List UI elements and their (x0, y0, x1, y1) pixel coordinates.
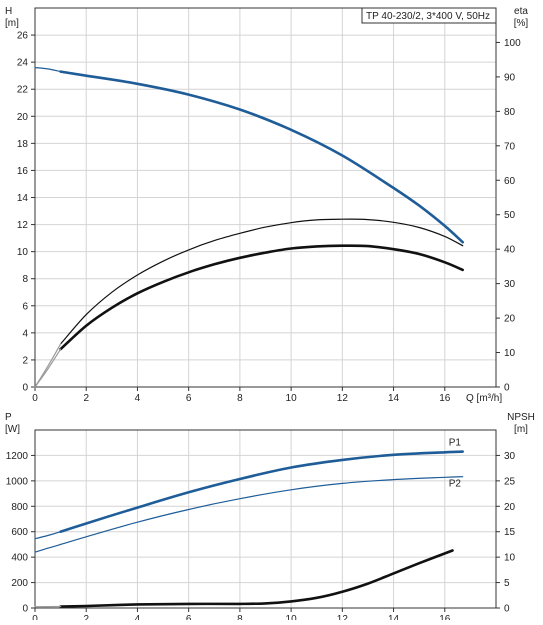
chart-panel-power-npsh: 0 200 400 600 800 1000 1200 0 5 10 15 20 25 30 0 2 4 6 8 10… (5, 412, 535, 620)
y-right-tick-label: 70 (504, 141, 516, 152)
y-left-tick-label: 600 (11, 527, 28, 538)
y-right-tick-label: 80 (504, 107, 516, 118)
y-right-tick-label: 30 (504, 279, 516, 290)
y-left-title: H (5, 6, 12, 17)
y-left-tick-label: 0 (22, 604, 28, 615)
x-tick-label: 14 (388, 393, 400, 404)
series-line-head-efficiency-5 (35, 349, 61, 387)
series-line-head-efficiency-3 (61, 246, 463, 349)
x-tick-label: 6 (186, 614, 192, 620)
series-line-power-npsh-2 (35, 532, 61, 539)
x-tick-label: 14 (388, 614, 400, 620)
y-right-tick-label: 10 (504, 348, 516, 359)
y-right-tick-label: 50 (504, 210, 516, 221)
y-left-tick-label: 14 (17, 193, 29, 204)
series-line-head-efficiency-1 (35, 68, 61, 72)
y-left-unit: [m] (5, 18, 19, 29)
series-line-power-npsh-3 (35, 544, 61, 552)
y-right-tick-label: 10 (504, 553, 516, 564)
y-left-tick-label: 1200 (6, 451, 29, 462)
x-tick-label: 4 (135, 614, 141, 620)
y-left-tick-label: 16 (17, 166, 29, 177)
series-line-head-efficiency-0 (61, 72, 463, 243)
x-axis-label: Q [m³/h] (466, 393, 502, 404)
y-left-tick-label: 4 (22, 328, 28, 339)
y-right-unit: [%] (514, 18, 529, 29)
chart-title: TP 40-230/2, 3*400 V, 50Hz (366, 11, 490, 22)
y-right-tick-label: 0 (504, 383, 510, 394)
y-left-tick-label: 6 (22, 301, 28, 312)
x-tick-label: 10 (286, 614, 298, 620)
y-right-tick-label: 20 (504, 502, 516, 513)
y-right-tick-label: 100 (504, 38, 521, 49)
y-right-tick-label: 40 (504, 245, 516, 256)
x-tick-label: 6 (186, 393, 192, 404)
x-tick-label: 12 (337, 614, 349, 620)
x-tick-label: 0 (32, 393, 38, 404)
y-left-tick-label: 0 (22, 383, 28, 394)
y-left-tick-label: 24 (17, 58, 29, 69)
y-right-tick-label: 5 (504, 578, 510, 589)
y-left-tick-label: 200 (11, 578, 28, 589)
chart-panel-head-efficiency: 0246810121416182022242601020304050607080… (5, 6, 528, 404)
y-left-tick-label: 1000 (6, 476, 29, 487)
grid-lines (35, 8, 496, 387)
series-line-p1 (61, 452, 463, 532)
y-right-tick-label: 25 (504, 476, 516, 487)
y-right-tick-label: 15 (504, 527, 516, 538)
series-line-p2 (61, 477, 463, 545)
y-left-tick-label: 26 (17, 31, 29, 42)
y-right-title: eta (514, 6, 528, 17)
x-tick-label: 16 (439, 393, 451, 404)
series-line-head-efficiency-2 (61, 219, 463, 344)
y-left-tick-label: 22 (17, 85, 29, 96)
y-left-tick-label: 20 (17, 112, 29, 123)
x-tick-label: 2 (83, 393, 89, 404)
x-tick-label: 12 (337, 393, 349, 404)
y-left-tick-label: 12 (17, 220, 29, 231)
series-line-head-efficiency-4 (35, 344, 61, 387)
x-tick-label: 10 (286, 393, 298, 404)
y-left-tick-label: 10 (17, 247, 29, 258)
x-tick-label: 16 (439, 614, 451, 620)
x-tick-label: 8 (237, 614, 243, 620)
x-tick-label: 4 (135, 393, 141, 404)
series-label-p2: P2 (449, 479, 462, 490)
y-left-unit: [W] (5, 424, 20, 435)
y-right-tick-label: 90 (504, 72, 516, 83)
y-right-tick-label: 60 (504, 176, 516, 187)
x-tick-label: 0 (32, 614, 38, 620)
y-left-tick-label: 8 (22, 274, 28, 285)
y-left-tick-label: 800 (11, 502, 28, 513)
y-left-tick-label: 18 (17, 139, 29, 150)
y-right-tick-label: 30 (504, 451, 516, 462)
y-left-tick-label: 2 (22, 355, 28, 366)
series-label-p1: P1 (449, 438, 462, 449)
x-tick-label: 2 (83, 614, 89, 620)
y-right-tick-label: 20 (504, 314, 516, 325)
y-right-title: NPSH (507, 412, 535, 423)
y-right-unit: [m] (514, 424, 528, 435)
x-tick-label: 8 (237, 393, 243, 404)
y-left-tick-label: 400 (11, 553, 28, 564)
y-left-title: P (5, 412, 12, 423)
y-right-tick-label: 0 (504, 604, 510, 615)
